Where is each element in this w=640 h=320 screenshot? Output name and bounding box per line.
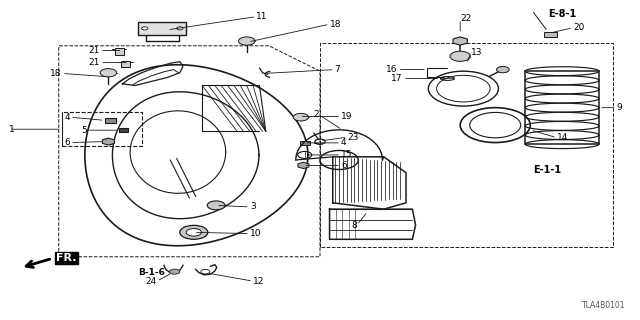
Text: 18: 18: [330, 20, 341, 29]
Circle shape: [497, 67, 509, 73]
Text: 19: 19: [341, 112, 353, 121]
Text: 7: 7: [335, 65, 340, 74]
Text: 24: 24: [146, 277, 157, 286]
Text: 3: 3: [250, 203, 255, 212]
Text: 22: 22: [460, 14, 472, 23]
Text: 14: 14: [557, 133, 568, 142]
Circle shape: [239, 37, 255, 45]
Circle shape: [177, 27, 183, 30]
Bar: [121, 61, 130, 68]
Text: 12: 12: [253, 277, 264, 286]
Text: 8: 8: [351, 220, 357, 229]
Bar: [115, 48, 124, 55]
Text: 21: 21: [89, 46, 100, 55]
Circle shape: [100, 69, 116, 77]
Text: 4: 4: [65, 113, 70, 122]
Text: 10: 10: [250, 229, 261, 238]
Text: 5: 5: [81, 126, 87, 135]
Bar: [544, 32, 557, 37]
Polygon shape: [102, 138, 115, 145]
Text: 16: 16: [387, 65, 397, 74]
Circle shape: [141, 27, 148, 30]
Circle shape: [450, 51, 470, 61]
Circle shape: [201, 269, 210, 274]
Text: 13: 13: [471, 48, 483, 57]
Circle shape: [293, 113, 308, 121]
Text: 17: 17: [391, 74, 403, 83]
Text: FR.: FR.: [56, 253, 77, 263]
Polygon shape: [453, 37, 467, 45]
Circle shape: [180, 225, 208, 239]
Text: 23: 23: [348, 133, 359, 142]
Bar: [62, 112, 141, 146]
Bar: [300, 141, 310, 145]
Circle shape: [170, 269, 180, 274]
Text: 4: 4: [341, 138, 347, 148]
Text: 6: 6: [341, 161, 347, 170]
Text: 2: 2: [314, 110, 319, 119]
Text: 9: 9: [616, 103, 622, 112]
Text: 18: 18: [51, 69, 62, 78]
Text: E-8-1: E-8-1: [548, 9, 577, 19]
Circle shape: [186, 228, 202, 236]
Text: FR.: FR.: [56, 253, 77, 263]
Text: 1: 1: [9, 125, 15, 134]
Text: 20: 20: [573, 23, 584, 32]
Text: B-1-6: B-1-6: [138, 268, 165, 277]
Bar: [104, 118, 116, 123]
Text: E-1-1: E-1-1: [534, 165, 561, 175]
Text: 11: 11: [256, 12, 268, 21]
Polygon shape: [298, 162, 309, 169]
Circle shape: [207, 201, 225, 210]
Bar: [138, 22, 186, 35]
Text: 6: 6: [65, 138, 70, 147]
Text: TLA4B0101: TLA4B0101: [582, 301, 626, 310]
Bar: [119, 128, 128, 132]
Text: 15: 15: [341, 150, 353, 159]
Text: 21: 21: [89, 58, 100, 67]
